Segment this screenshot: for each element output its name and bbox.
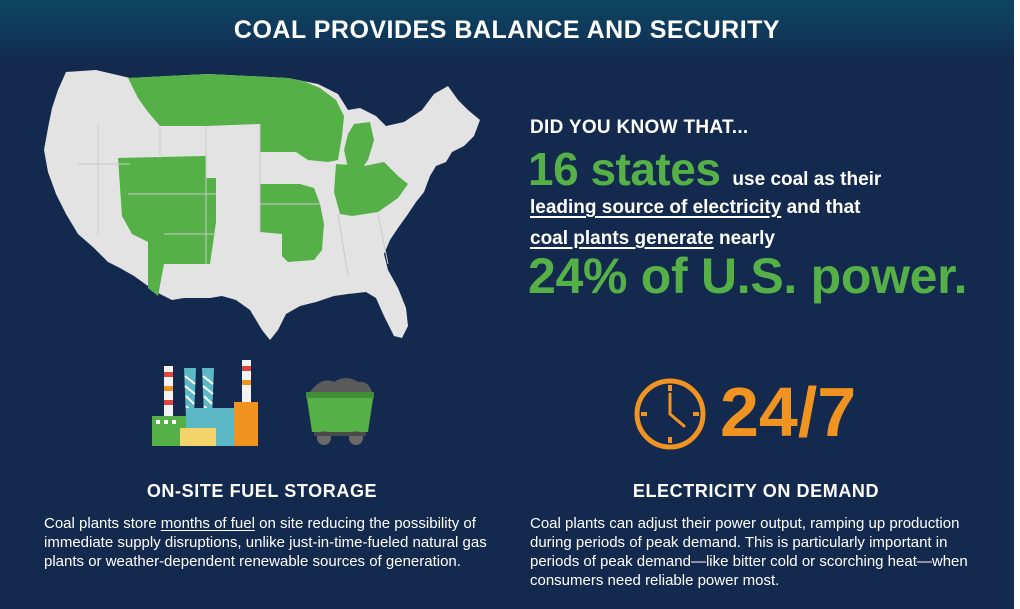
- nearly-text: nearly: [713, 228, 775, 249]
- states-stat: 16 states: [528, 143, 721, 195]
- always-on-stat: 24/7: [720, 373, 857, 451]
- power-share-stat: 24% of U.S. power.: [528, 248, 968, 304]
- fuel-text-end: on site reducing the possibility of imme…: [44, 515, 487, 570]
- electricity-demand-heading: ELECTRICITY ON DEMAND: [632, 481, 880, 501]
- coal-plants-line: coal plants generate nearly: [530, 228, 775, 250]
- us-map-icon: [44, 70, 480, 340]
- clock-icon: [634, 378, 706, 450]
- coal-cart-icon: [306, 378, 374, 445]
- leading-source-text: leading source of electricity: [530, 197, 782, 218]
- states-stat-suffix: use coal as their: [732, 169, 882, 190]
- electricity-source-line: leading source of electricity and that: [530, 197, 860, 219]
- fuel-storage-description: Coal plants store months of fuel on site…: [44, 514, 490, 571]
- page-edge: [1014, 0, 1020, 609]
- and-that-text: and that: [781, 197, 861, 218]
- coal-plants-generate-text: coal plants generate: [530, 228, 714, 249]
- fuel-storage-heading: ON-SITE FUEL STORAGE: [146, 481, 378, 501]
- electricity-demand-description: Coal plants can adjust their power outpu…: [530, 515, 968, 589]
- fuel-text-start: Coal plants store: [44, 515, 161, 532]
- states-stat-line: 16 states use coal as their: [528, 142, 881, 196]
- did-you-know-label: DID YOU KNOW THAT...: [530, 117, 749, 138]
- months-of-fuel-text: months of fuel: [160, 515, 255, 532]
- page-title: COAL PROVIDES BALANCE AND SECURITY: [233, 16, 781, 44]
- power-plant-icon: [152, 360, 258, 446]
